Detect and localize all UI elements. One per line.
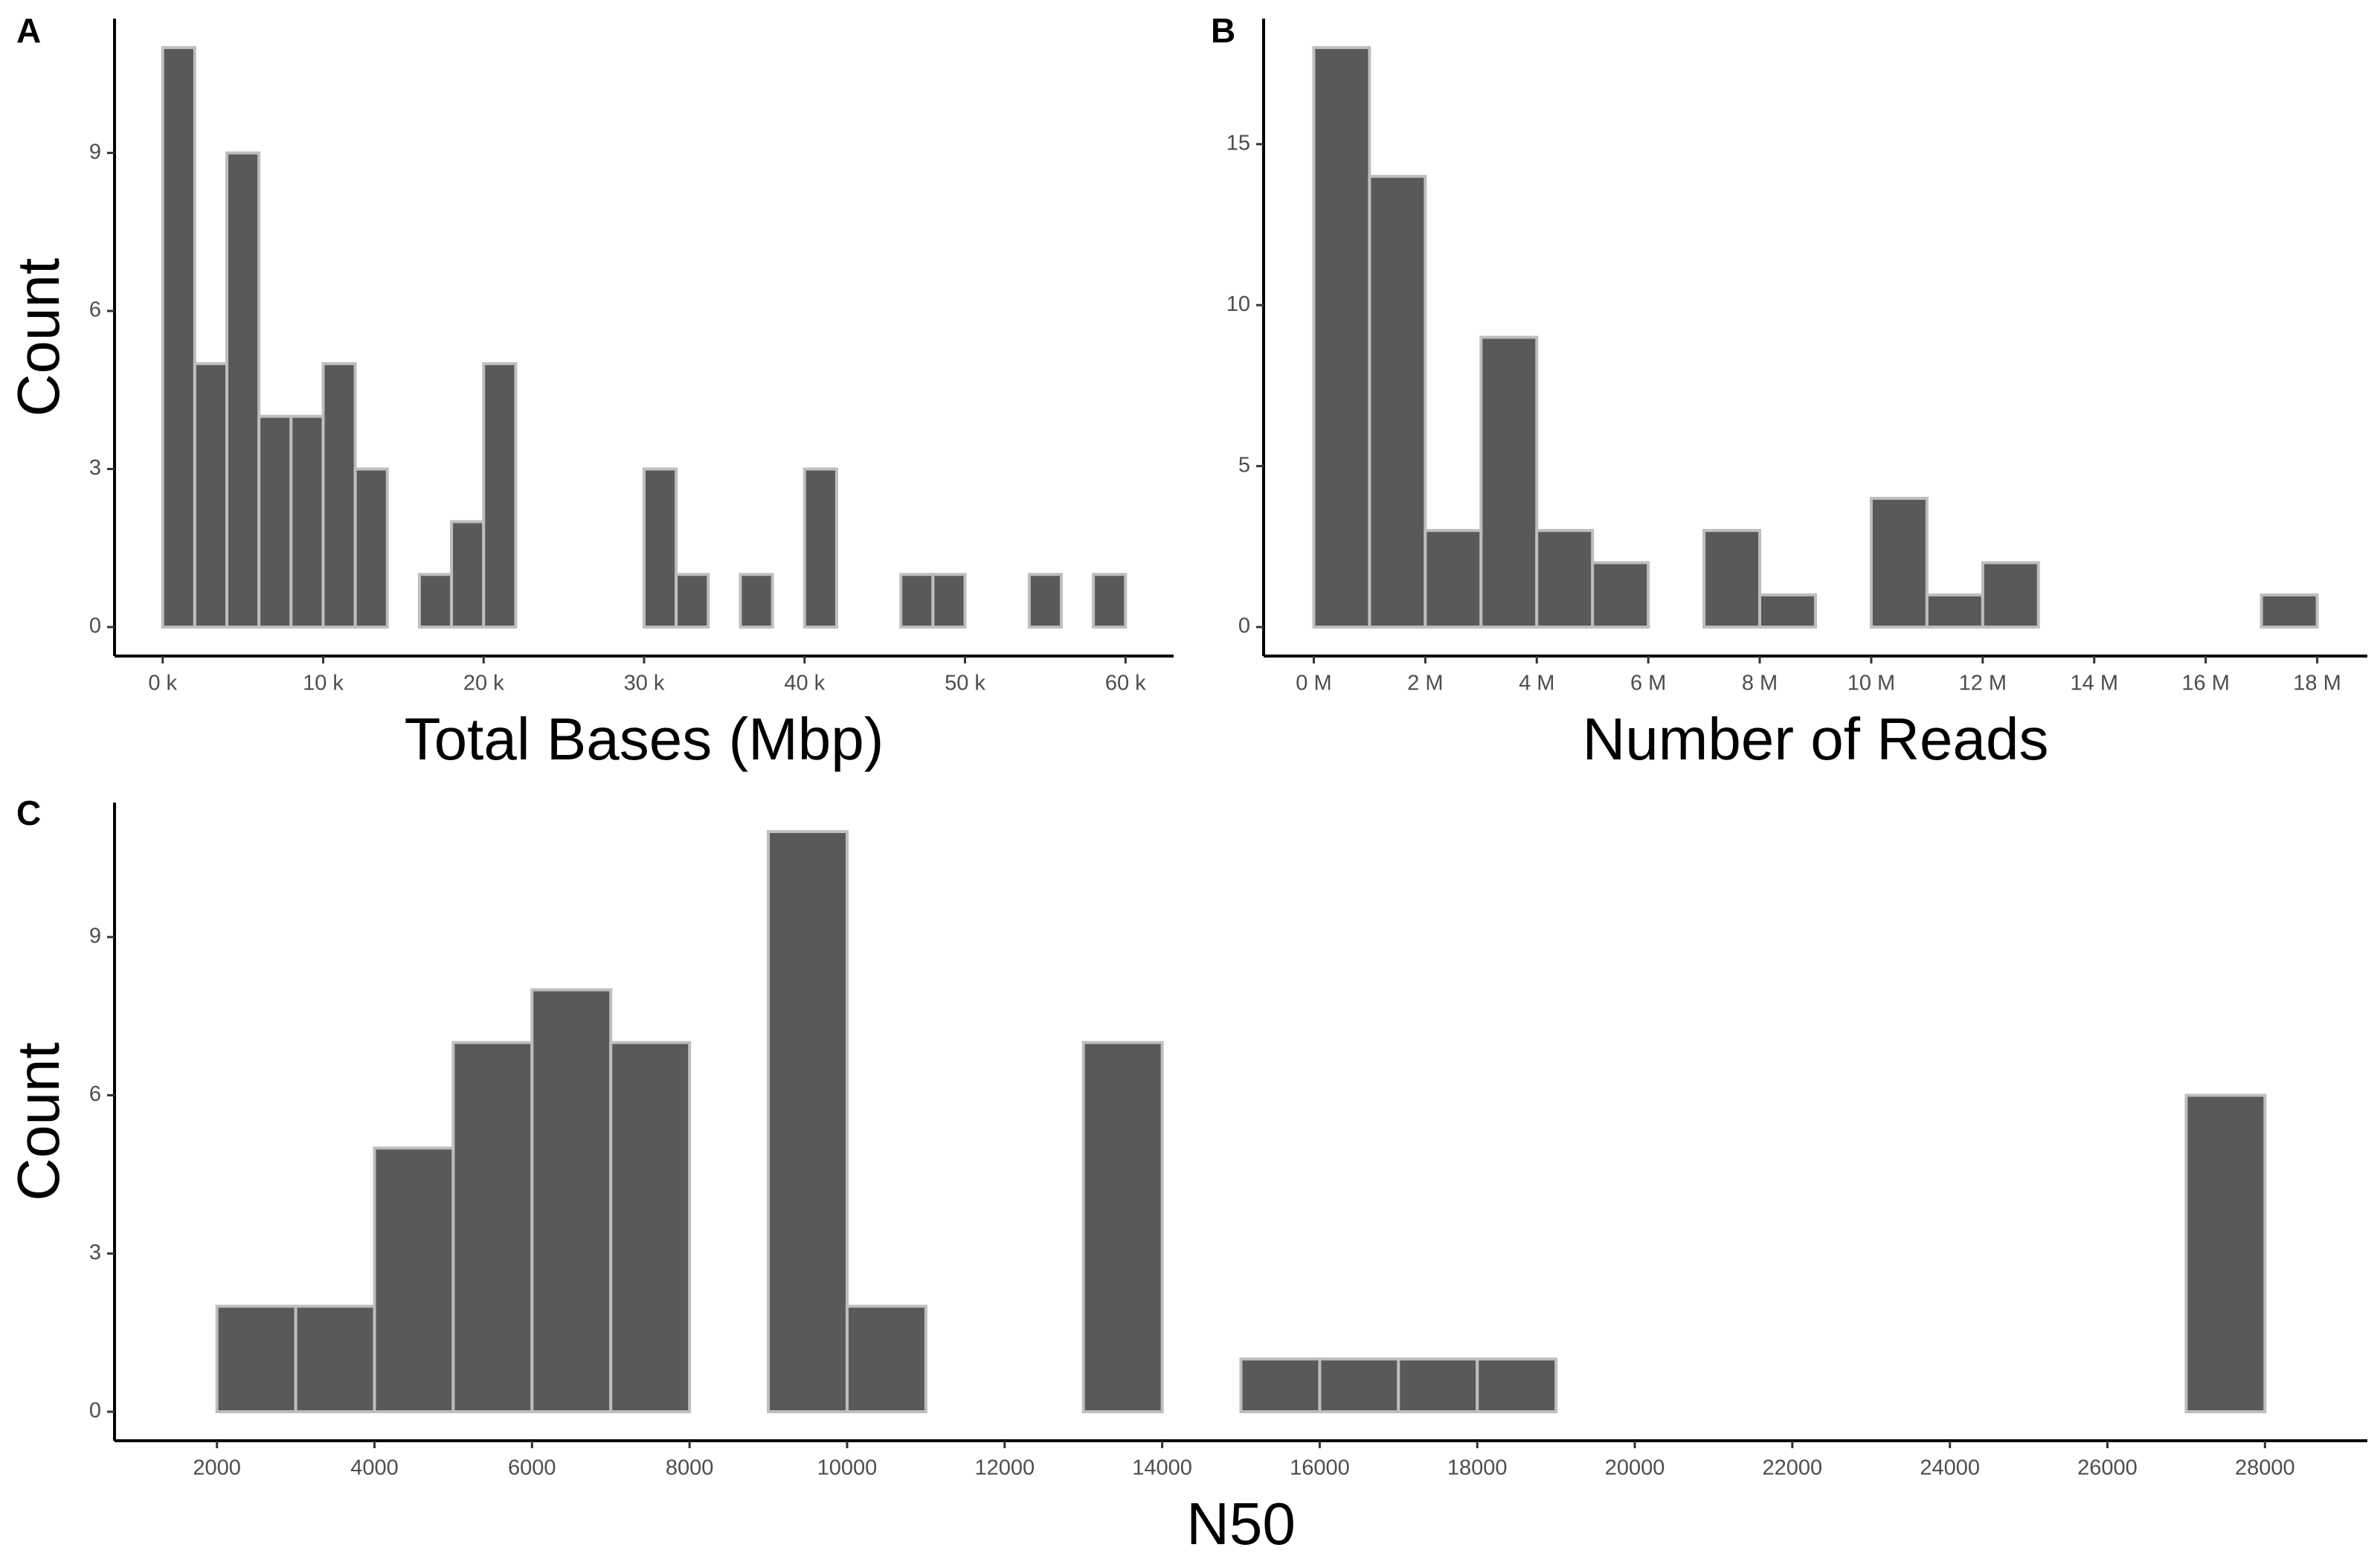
x-tick-label: 50 k (945, 672, 985, 695)
bar (1424, 529, 1483, 629)
x-tick-label: 14 M (2071, 672, 2118, 695)
bar (1925, 593, 1984, 629)
bar (257, 414, 293, 629)
bar (1476, 1357, 1558, 1414)
x-tick-label: 24000 (1920, 1456, 1980, 1480)
bar (803, 467, 838, 629)
y-tick-label: 5 (1238, 453, 1250, 477)
y-axis-title: Count (5, 258, 71, 417)
x-tick-label: 16 M (2181, 672, 2229, 695)
bar (1239, 1357, 1322, 1414)
bar (2260, 593, 2319, 629)
bar (767, 830, 849, 1413)
x-tick-label: 6 M (1630, 672, 1666, 695)
x-tick-label: 30 k (624, 672, 665, 695)
bar (1081, 1041, 1164, 1413)
bar (1318, 1357, 1400, 1414)
bar (482, 361, 518, 629)
y-tick-label: 0 (89, 1399, 101, 1423)
x-tick-label: 16000 (1290, 1456, 1350, 1480)
bar (931, 573, 967, 629)
x-tick-label: 10 k (303, 672, 344, 695)
bar (609, 1041, 692, 1413)
x-tick-label: 28000 (2235, 1456, 2295, 1480)
bar (1312, 45, 1371, 629)
y-tick-label: 9 (89, 140, 101, 164)
y-tick-label: 9 (89, 924, 101, 948)
panel-label: A (16, 11, 41, 50)
x-tick-label: 4000 (350, 1456, 399, 1480)
bar (161, 45, 196, 629)
bar (373, 1146, 455, 1414)
x-tick-label: 14000 (1132, 1456, 1192, 1480)
x-tick-label: 20000 (1605, 1456, 1665, 1480)
bar (321, 361, 357, 629)
x-tick-label: 18 M (2293, 672, 2341, 695)
x-tick-label: 60 k (1105, 672, 1146, 695)
x-tick-label: 40 k (784, 672, 825, 695)
x-tick-label: 12 M (1959, 672, 2007, 695)
x-tick-label: 8000 (666, 1456, 714, 1480)
y-tick-label: 3 (89, 1241, 101, 1264)
bar (1535, 529, 1595, 629)
y-tick-label: 6 (89, 298, 101, 322)
x-tick-label: 12000 (974, 1456, 1035, 1480)
bar (353, 467, 389, 629)
bar (675, 573, 710, 629)
y-axis-title: Count (5, 1042, 71, 1201)
bar (1479, 335, 1539, 629)
bar (643, 467, 678, 629)
x-tick-label: 10 M (1847, 672, 1895, 695)
bar (1591, 561, 1650, 629)
y-tick-label: 0 (1238, 614, 1250, 638)
x-tick-label: 6000 (508, 1456, 556, 1480)
x-tick-label: 8 M (1742, 672, 1778, 695)
y-tick-label: 15 (1226, 131, 1250, 155)
x-tick-label: 22000 (1763, 1456, 1823, 1480)
bar (294, 1305, 376, 1413)
bar (1027, 573, 1063, 629)
bar (739, 573, 774, 629)
x-tick-label: 0 k (148, 672, 177, 695)
bar (289, 414, 325, 629)
bar (451, 1041, 534, 1413)
bar (1368, 175, 1427, 629)
bar (450, 520, 486, 629)
x-tick-label: 20 k (463, 672, 504, 695)
bar (1397, 1357, 1479, 1414)
bar (899, 573, 935, 629)
x-tick-label: 0 M (1296, 672, 1331, 695)
bar (193, 361, 229, 629)
y-tick-label: 10 (1226, 292, 1250, 316)
x-axis-title: Number of Reads (1583, 706, 2049, 772)
bar (1981, 561, 2040, 629)
bar (845, 1305, 927, 1413)
x-tick-label: 26000 (2077, 1456, 2138, 1480)
bar (225, 151, 261, 629)
x-tick-label: 18000 (1447, 1456, 1508, 1480)
x-tick-label: 2 M (1407, 672, 1443, 695)
y-tick-label: 0 (89, 614, 101, 638)
x-tick-label: 4 M (1519, 672, 1554, 695)
x-axis-title: N50 (1186, 1491, 1296, 1557)
bar (1092, 573, 1128, 629)
panel-label: B (1211, 11, 1235, 50)
bar (1758, 593, 1818, 629)
y-tick-label: 3 (89, 456, 101, 480)
bar (1702, 529, 1762, 629)
x-tick-label: 10000 (817, 1456, 878, 1480)
bar (215, 1305, 298, 1413)
x-axis-title: Total Bases (Mbp) (405, 706, 884, 772)
bar (2184, 1093, 2267, 1413)
y-tick-label: 6 (89, 1082, 101, 1106)
bar (417, 573, 454, 629)
panel-label: C (16, 794, 41, 832)
x-tick-label: 2000 (193, 1456, 241, 1480)
bar (1869, 496, 1929, 629)
bar (530, 988, 613, 1413)
